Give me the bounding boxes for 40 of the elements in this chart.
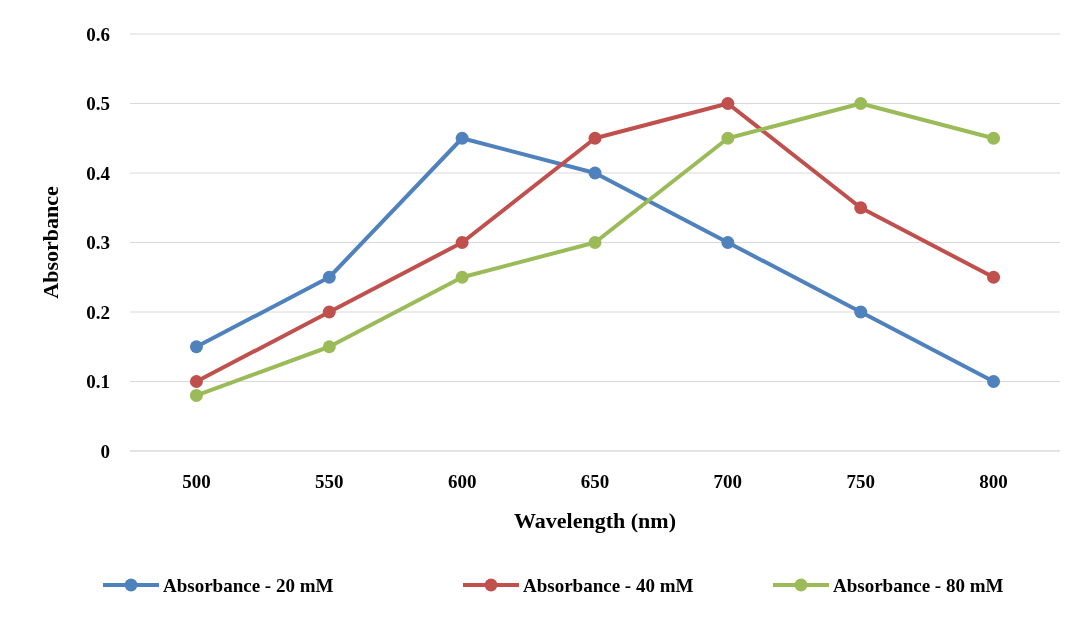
y-axis-title: Absorbance: [37, 186, 63, 299]
point: [854, 305, 868, 319]
x-tick-label: 800: [979, 470, 1008, 492]
point: [721, 236, 735, 249]
y-tick-label: 0: [100, 440, 110, 462]
point: [987, 270, 1001, 284]
y-tick-label: 0.2: [86, 301, 110, 323]
point: [455, 131, 469, 145]
point: [721, 131, 735, 145]
legend-label: Absorbance - 80 mM: [833, 574, 1004, 596]
x-tick-label: 750: [846, 470, 875, 492]
x-tick-label: 600: [447, 470, 477, 492]
point: [455, 236, 469, 249]
point: [987, 131, 1001, 145]
y-tick-label: 0.3: [86, 232, 110, 254]
point: [987, 375, 1001, 388]
point: [189, 375, 203, 388]
point: [322, 270, 336, 284]
y-tick-label: 0.5: [86, 93, 110, 115]
point: [588, 131, 602, 145]
y-tick-label: 0.1: [86, 371, 110, 393]
point: [721, 97, 735, 110]
point: [588, 236, 602, 249]
legend-label: Absorbance - 40 mM: [523, 574, 694, 596]
y-tick-label: 0.4: [86, 162, 111, 184]
x-axis-title: Wavelength (nm): [514, 507, 676, 533]
legend-label: Absorbance - 20 mM: [163, 574, 334, 596]
y-tick-label: 0.6: [86, 23, 110, 45]
point: [854, 201, 868, 215]
point: [854, 97, 868, 110]
point: [189, 388, 203, 402]
point: [322, 340, 336, 354]
point: [189, 340, 203, 354]
point: [322, 305, 336, 319]
point: [455, 270, 469, 284]
x-tick-label: 650: [580, 470, 610, 492]
x-tick-label: 500: [182, 470, 211, 492]
point: [588, 166, 602, 180]
x-tick-label: 550: [315, 470, 344, 492]
x-tick-label: 700: [713, 470, 743, 492]
